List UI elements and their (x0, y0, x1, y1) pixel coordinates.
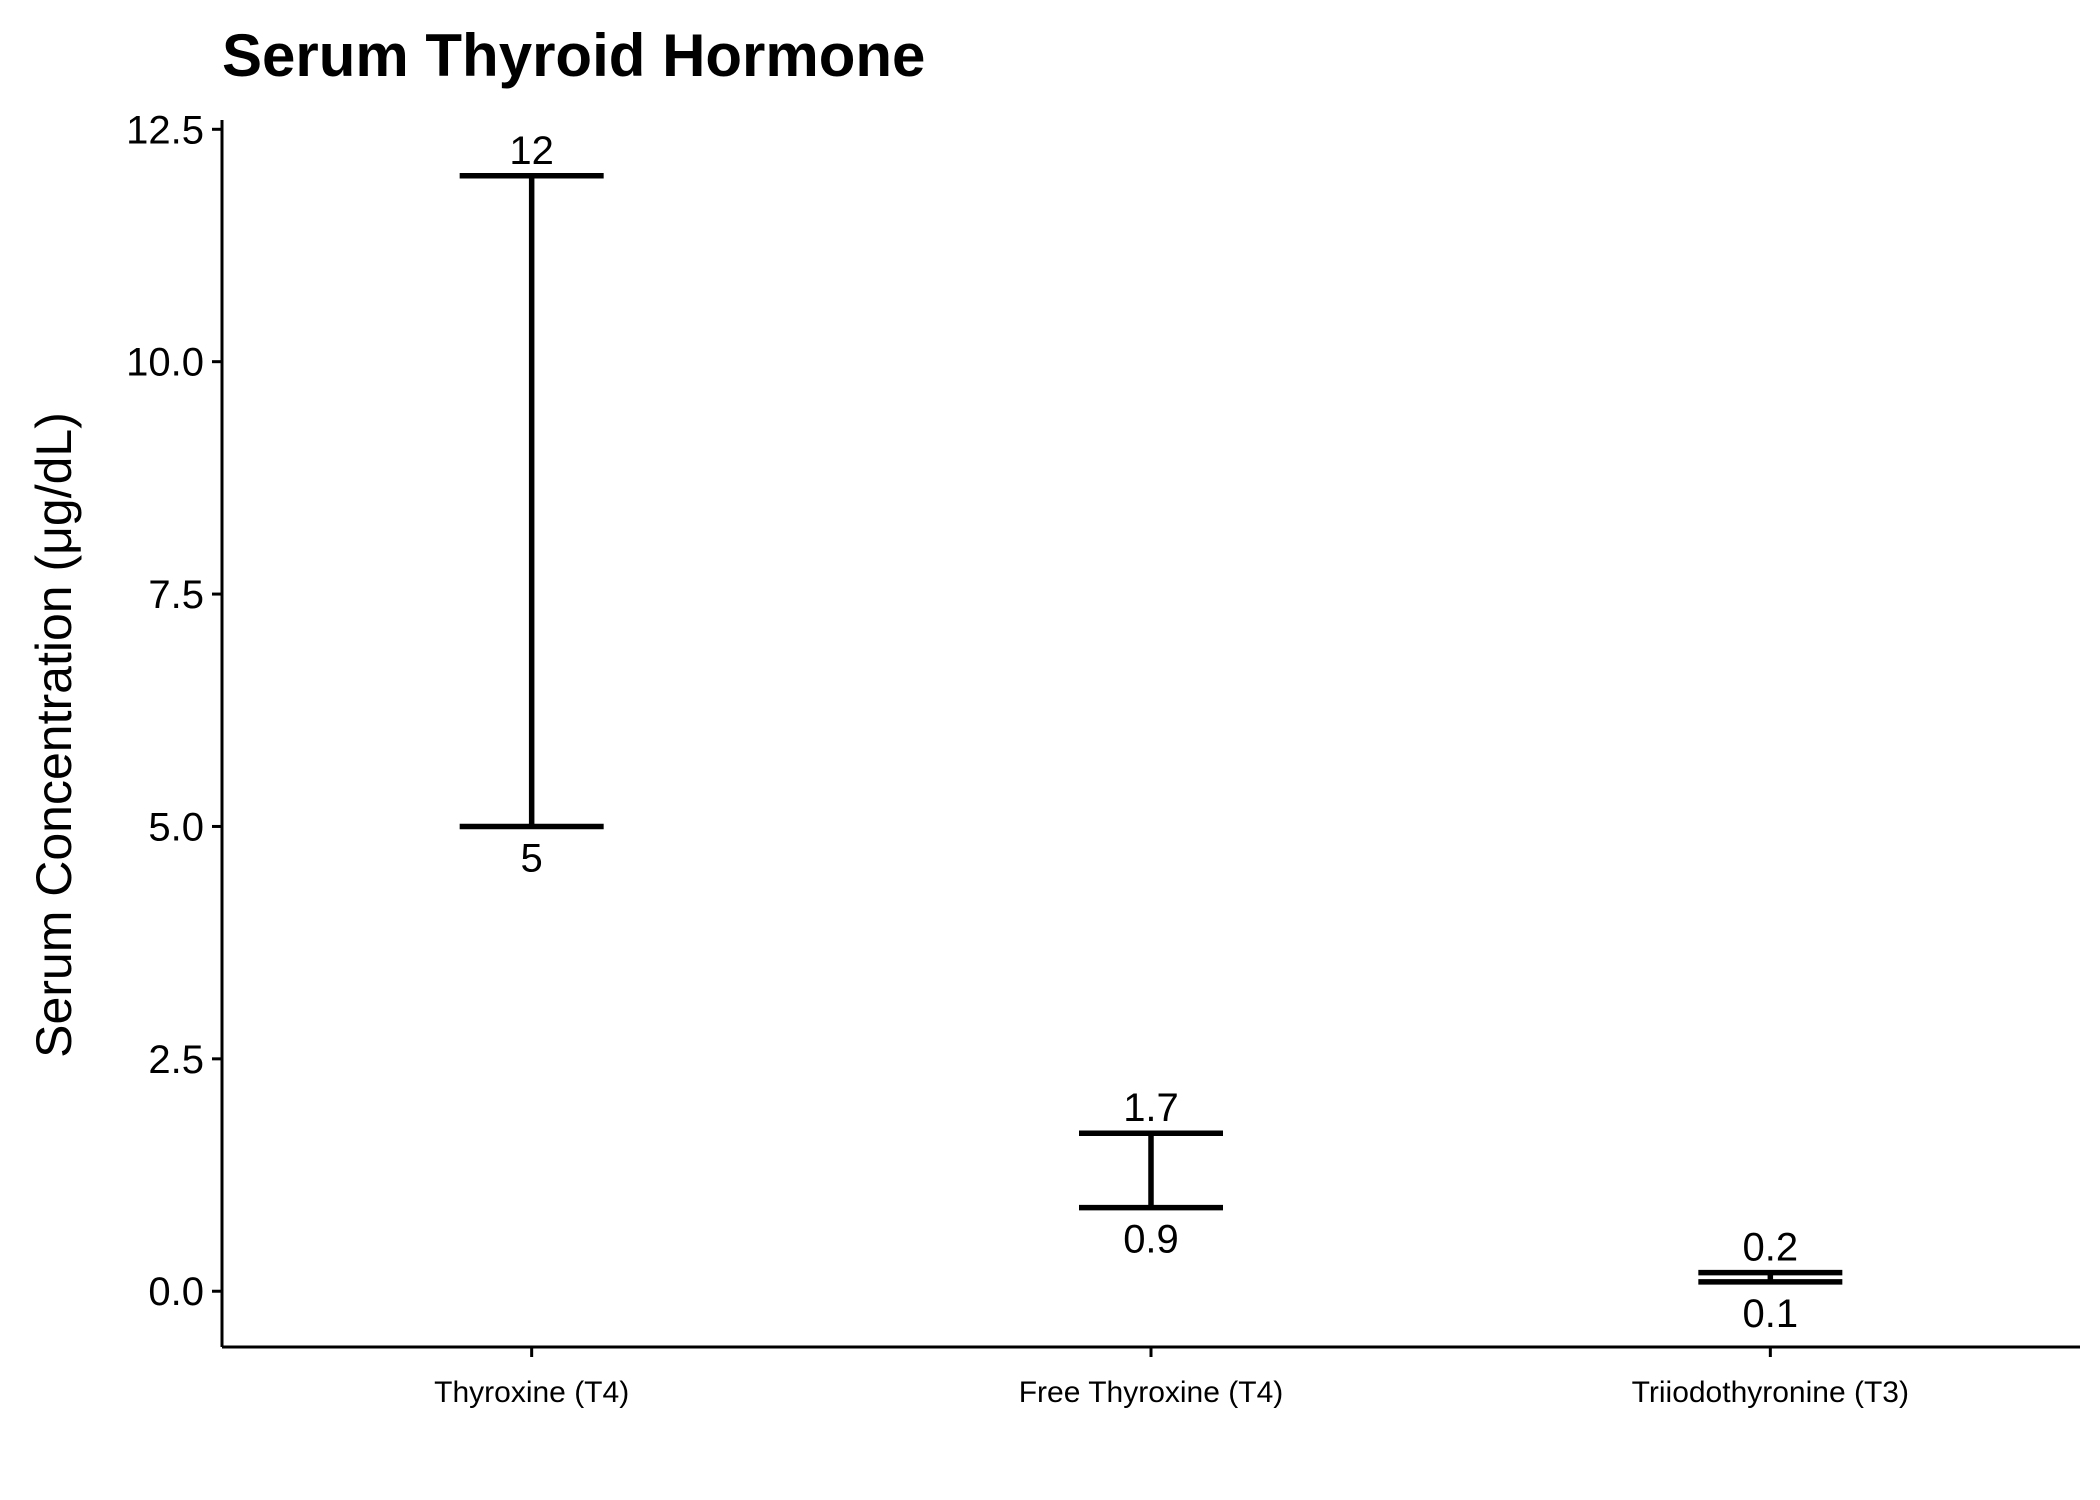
upper-value-label: 0.2 (1743, 1226, 1799, 1270)
y-tick-label: 0.0 (148, 1270, 204, 1314)
chart-title: Serum Thyroid Hormone (222, 22, 925, 89)
upper-value-label: 1.7 (1123, 1086, 1179, 1130)
upper-value-label: 12 (509, 129, 554, 173)
x-tick-label: Thyroxine (T4) (434, 1376, 629, 1409)
x-tick-label: Triiodothyronine (T3) (1632, 1376, 1909, 1409)
y-tick-label: 2.5 (148, 1038, 204, 1082)
range-bars: 12 5 1.7 0.9 0.2 0.1 (459, 129, 1843, 1336)
lower-value-label: 5 (521, 836, 543, 880)
lower-value-label: 0.9 (1123, 1218, 1179, 1262)
y-tick-label: 7.5 (148, 573, 204, 617)
y-tick-label: 10.0 (126, 341, 204, 385)
x-tick-label: Free Thyroxine (T4) (1019, 1376, 1284, 1409)
y-ticks: 0.0 2.5 5.0 7.5 10.0 12.5 (126, 108, 222, 1314)
x-ticks: Thyroxine (T4) Free Thyroxine (T4) Triiodo… (434, 1347, 1909, 1409)
y-axis-label: Serum Concentration (μg/dL) (26, 412, 82, 1058)
y-tick-label: 5.0 (148, 805, 204, 849)
y-tick-label: 12.5 (126, 108, 204, 152)
lower-value-label: 0.1 (1743, 1292, 1799, 1336)
